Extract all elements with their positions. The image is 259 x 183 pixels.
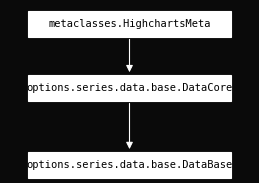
FancyBboxPatch shape: [28, 75, 231, 101]
Text: options.series.data.base.DataCore: options.series.data.base.DataCore: [26, 83, 233, 93]
FancyBboxPatch shape: [28, 152, 231, 178]
FancyBboxPatch shape: [28, 11, 231, 37]
Text: options.series.data.base.DataBase: options.series.data.base.DataBase: [26, 160, 233, 170]
Text: metaclasses.HighchartsMeta: metaclasses.HighchartsMeta: [48, 19, 211, 29]
